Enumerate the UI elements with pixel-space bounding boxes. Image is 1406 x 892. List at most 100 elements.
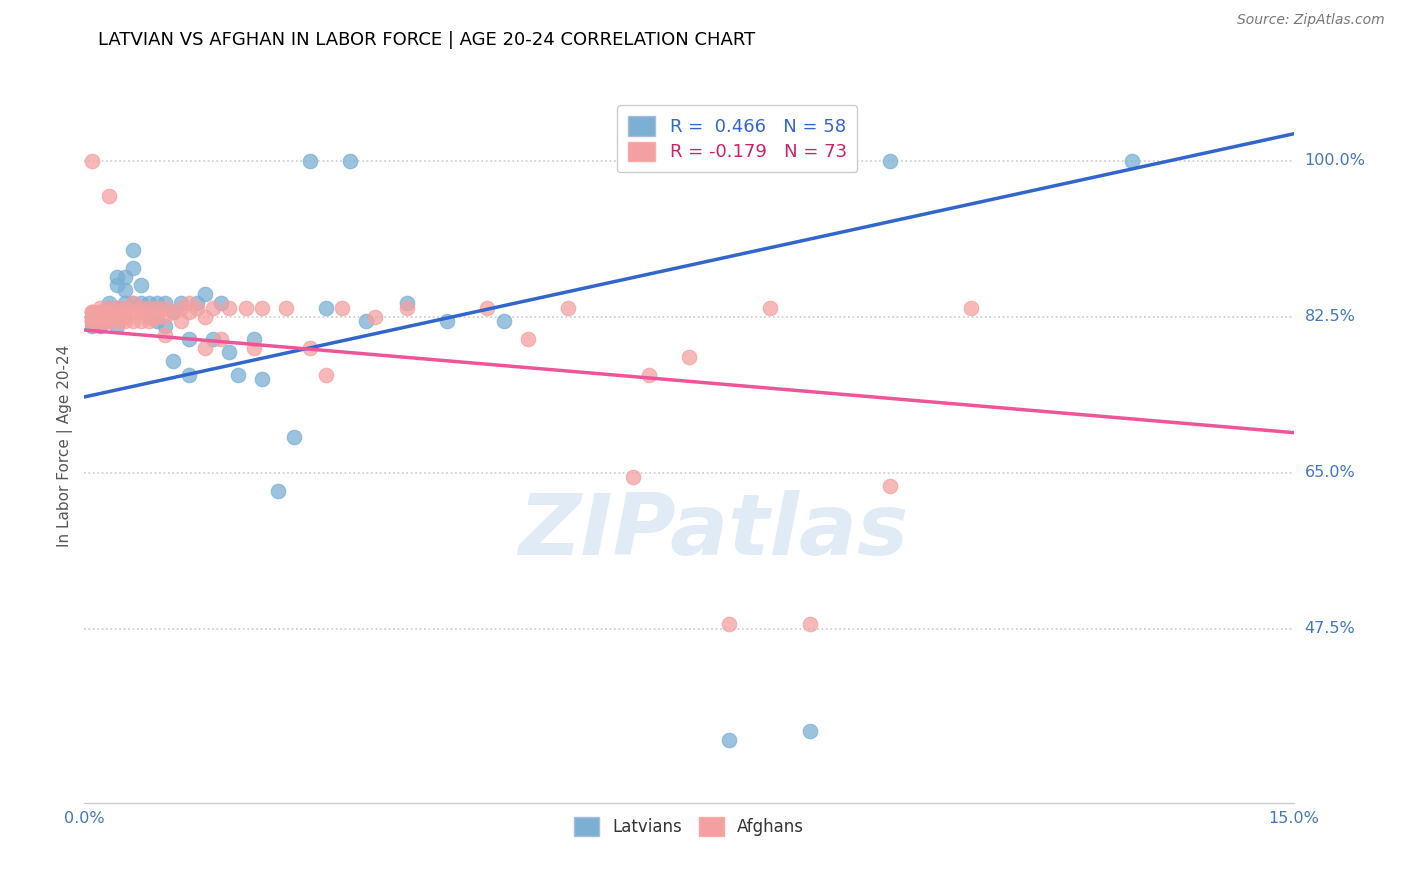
Point (82, 305, 104, 319)
Point (146, 314, 169, 328)
Point (114, 310, 136, 324)
Point (283, 430, 305, 444)
Point (129, 314, 152, 328)
Point (179, 332, 201, 346)
Point (129, 305, 152, 319)
Text: LATVIAN VS AFGHAN IN LABOR FORCE | AGE 20-24 CORRELATION CHART: LATVIAN VS AFGHAN IN LABOR FORCE | AGE 2… (98, 31, 755, 49)
Point (97, 310, 120, 324)
Point (129, 278, 152, 293)
Point (82, 153, 104, 168)
Text: Source: ZipAtlas.com: Source: ZipAtlas.com (1237, 13, 1385, 28)
Point (89, 301, 111, 315)
Point (274, 301, 297, 315)
Point (121, 296, 143, 310)
Point (97, 305, 120, 319)
Point (129, 296, 152, 310)
Text: 82.5%: 82.5% (1305, 310, 1355, 324)
Point (121, 260, 143, 275)
Point (105, 305, 128, 319)
Point (235, 301, 257, 315)
Point (194, 341, 217, 355)
Point (179, 296, 201, 310)
Point (1121, 153, 1143, 168)
Point (170, 301, 193, 315)
Point (879, 479, 901, 493)
Point (242, 332, 264, 346)
Point (114, 296, 136, 310)
Point (97, 314, 120, 328)
Point (395, 296, 418, 310)
Point (799, 617, 821, 632)
Point (121, 305, 143, 319)
Point (105, 318, 128, 333)
Point (146, 301, 169, 315)
Point (89, 305, 111, 319)
Point (315, 368, 337, 382)
Point (202, 301, 225, 315)
Point (82, 310, 104, 324)
Point (637, 368, 659, 382)
Point (82, 310, 104, 324)
Point (250, 301, 273, 315)
Text: 65.0%: 65.0% (1305, 466, 1355, 480)
Point (146, 310, 169, 324)
Point (97, 305, 120, 319)
Point (105, 278, 128, 293)
Point (82, 305, 104, 319)
Point (879, 153, 901, 168)
Point (718, 617, 741, 632)
Legend: Latvians, Afghans: Latvians, Afghans (565, 809, 813, 845)
Point (356, 314, 378, 328)
Point (82, 314, 104, 328)
Point (153, 296, 176, 310)
Point (97, 314, 120, 328)
Point (105, 301, 128, 315)
Point (960, 301, 983, 315)
Point (97, 314, 120, 328)
Point (105, 314, 128, 328)
Point (315, 301, 337, 315)
Point (799, 724, 821, 739)
Point (89, 314, 111, 328)
Point (105, 305, 128, 319)
Point (758, 301, 780, 315)
Point (146, 296, 169, 310)
Point (436, 314, 458, 328)
Point (89, 305, 111, 319)
Point (114, 283, 136, 297)
Point (97, 296, 120, 310)
Point (82, 318, 104, 333)
Point (218, 301, 240, 315)
Point (97, 189, 120, 203)
Point (105, 269, 128, 284)
Y-axis label: In Labor Force | Age 20-24: In Labor Force | Age 20-24 (58, 345, 73, 547)
Point (97, 301, 120, 315)
Point (194, 287, 217, 301)
Point (395, 301, 418, 315)
Point (339, 153, 361, 168)
Point (170, 296, 193, 310)
Point (226, 368, 249, 382)
Point (89, 305, 111, 319)
Point (179, 368, 201, 382)
Point (209, 332, 232, 346)
Point (516, 332, 538, 346)
Point (250, 372, 273, 386)
Point (89, 314, 111, 328)
Point (718, 733, 741, 747)
Point (97, 305, 120, 319)
Point (82, 310, 104, 324)
Point (557, 301, 579, 315)
Point (202, 332, 225, 346)
Point (89, 314, 111, 328)
Point (138, 296, 160, 310)
Point (218, 345, 240, 359)
Point (299, 341, 322, 355)
Point (114, 314, 136, 328)
Point (138, 310, 160, 324)
Point (194, 310, 217, 324)
Point (153, 310, 176, 324)
Point (242, 341, 264, 355)
Point (114, 301, 136, 315)
Text: 100.0%: 100.0% (1305, 153, 1365, 168)
